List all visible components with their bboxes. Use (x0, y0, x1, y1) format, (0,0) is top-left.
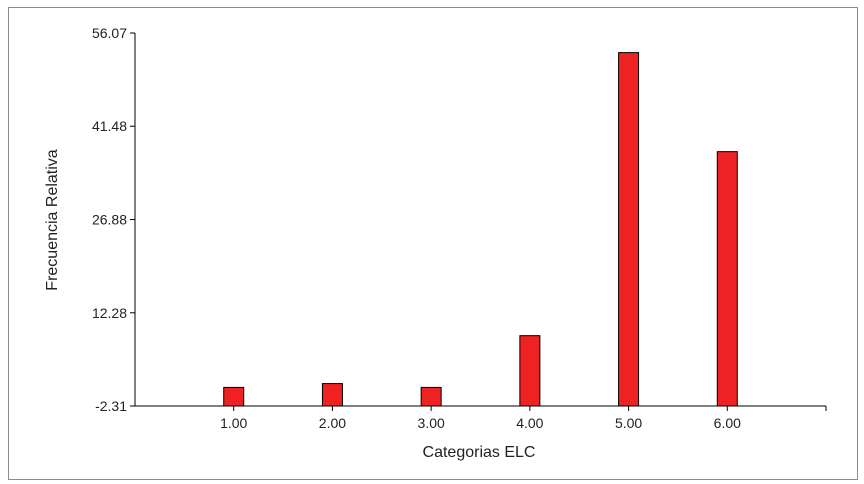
ticks: -2.31 12.28 26.88 41.48 56.07 1.00 2.00 3.00 4.0… (92, 25, 741, 431)
y-axis-title: Frecuencia Relativa (44, 149, 61, 291)
x-tick-label: 4.00 (516, 415, 543, 431)
x-tick-label: 5.00 (615, 415, 642, 431)
y-tick-label: 41.48 (92, 118, 127, 134)
bar (519, 335, 541, 407)
y-tick-label: 56.07 (92, 25, 127, 41)
bar (223, 386, 245, 407)
x-tick-label: 1.00 (220, 415, 247, 431)
x-tick-label: 3.00 (418, 415, 445, 431)
y-tick-label: -2.31 (95, 398, 127, 414)
y-tick-label: 26.88 (92, 212, 127, 228)
bar (420, 386, 442, 407)
x-axis-title: Categorias ELC (423, 444, 536, 461)
bar (618, 52, 640, 407)
bar (321, 383, 343, 407)
x-tick-label: 6.00 (714, 415, 741, 431)
y-tick-label: 12.28 (92, 305, 127, 321)
bar (716, 151, 738, 407)
x-tick-label: 2.00 (319, 415, 346, 431)
bars (223, 52, 738, 407)
